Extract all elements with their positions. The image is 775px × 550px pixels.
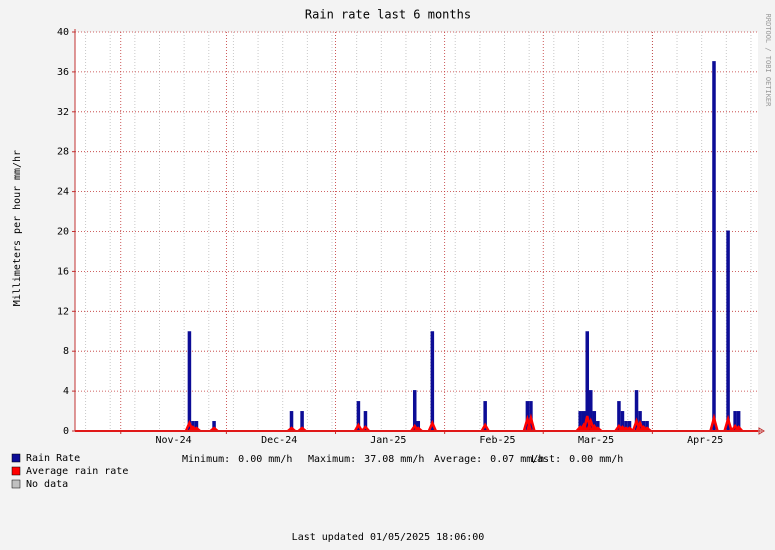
bar bbox=[712, 61, 716, 431]
stat-value: 0.00 mm/h bbox=[569, 454, 623, 465]
average-spike bbox=[723, 414, 733, 432]
bar bbox=[289, 411, 294, 431]
bar bbox=[617, 401, 621, 431]
average-spike bbox=[413, 426, 423, 432]
x-tick-label: Dec-24 bbox=[261, 435, 297, 446]
bar bbox=[356, 401, 361, 431]
average-spike bbox=[526, 413, 536, 432]
bar bbox=[589, 390, 593, 431]
y-tick-label: 0 bbox=[63, 426, 69, 437]
y-tick-label: 8 bbox=[63, 346, 69, 357]
legend-swatch bbox=[11, 466, 21, 476]
y-tick-label: 12 bbox=[57, 306, 69, 317]
bar bbox=[416, 421, 421, 431]
y-tick-label: 32 bbox=[57, 107, 69, 118]
bar bbox=[578, 411, 582, 431]
average-spike bbox=[209, 426, 219, 432]
legend-label: No data bbox=[26, 479, 68, 490]
average-spike bbox=[642, 426, 652, 432]
average-spike bbox=[625, 426, 634, 432]
y-tick-label: 36 bbox=[57, 67, 69, 78]
x-tick-label: Nov-24 bbox=[156, 435, 192, 446]
x-tick-label: Apr-25 bbox=[687, 435, 723, 446]
average-spike bbox=[427, 419, 438, 432]
y-tick-label: 16 bbox=[57, 266, 69, 277]
average-spike bbox=[287, 426, 296, 432]
average-spike bbox=[593, 426, 603, 432]
bar bbox=[624, 421, 628, 431]
stat-value: 37.08 mm/h bbox=[364, 454, 424, 465]
y-tick-label: 20 bbox=[57, 227, 69, 238]
average-spike bbox=[353, 422, 364, 432]
stat-label: Average: bbox=[434, 454, 482, 465]
bar bbox=[634, 390, 639, 431]
bar bbox=[430, 331, 435, 431]
bar bbox=[194, 421, 199, 431]
stat-value: 0.00 mm/h bbox=[238, 454, 292, 465]
average-spike bbox=[575, 425, 585, 432]
bar bbox=[627, 421, 632, 431]
bar bbox=[596, 421, 600, 431]
bar bbox=[300, 411, 304, 431]
y-tick-label: 28 bbox=[57, 147, 69, 158]
x-tick-label: Jan-25 bbox=[370, 435, 406, 446]
average-spike bbox=[360, 425, 370, 432]
legend-label: Average rain rate bbox=[26, 466, 128, 477]
y-tick-label: 24 bbox=[57, 187, 69, 198]
bar bbox=[212, 421, 216, 431]
bar bbox=[726, 230, 730, 431]
stat-label: Last: bbox=[531, 454, 561, 465]
y-axis-label: Millimeters per hour bbox=[12, 186, 23, 306]
x-axis-arrow bbox=[758, 427, 765, 435]
stat-label: Maximum: bbox=[308, 454, 356, 465]
stat-value: 0.07 mm/h bbox=[490, 454, 544, 465]
x-tick-label: Feb-25 bbox=[479, 435, 515, 446]
bar bbox=[620, 411, 625, 431]
chart-title: Rain rate last 6 months bbox=[305, 8, 471, 22]
bar bbox=[736, 411, 741, 431]
y-tick-label: 4 bbox=[63, 386, 69, 397]
bar bbox=[412, 390, 417, 431]
footer: Last updated 01/05/2025 18:06:00 bbox=[292, 532, 485, 543]
y-tick-label: 40 bbox=[57, 27, 69, 38]
x-tick-label: Mar-25 bbox=[578, 435, 614, 446]
bar bbox=[483, 401, 487, 431]
average-spike bbox=[297, 426, 307, 432]
y-axis-unit: mm/hr bbox=[12, 150, 23, 180]
average-spike bbox=[480, 422, 490, 432]
bar bbox=[187, 331, 192, 431]
bar bbox=[592, 411, 597, 431]
average-spike bbox=[734, 425, 744, 432]
average-spike bbox=[192, 426, 201, 432]
average-spike bbox=[709, 413, 719, 432]
legend-swatch bbox=[11, 479, 21, 489]
legend-label: Rain Rate bbox=[26, 453, 80, 464]
average-spike bbox=[579, 422, 589, 432]
bar bbox=[733, 411, 737, 431]
stat-label: Minimum: bbox=[182, 454, 230, 465]
bar bbox=[585, 331, 590, 431]
bar bbox=[645, 421, 649, 431]
watermark: RRDTOOL / TOBI OETIKER bbox=[764, 14, 772, 108]
legend-swatch bbox=[11, 453, 21, 463]
bar bbox=[581, 411, 586, 431]
bar bbox=[363, 411, 368, 431]
